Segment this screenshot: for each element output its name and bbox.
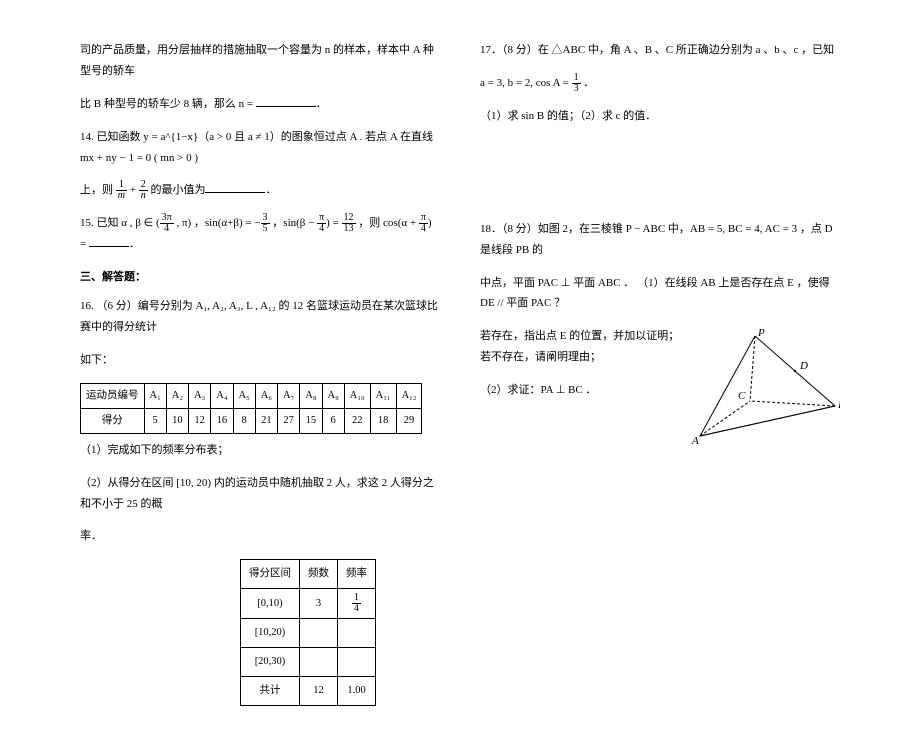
q15: 15. 已知 α , β ∈ (3π4 , π) ，sin(α+β) = −35… (80, 213, 440, 255)
label-P: P (757, 327, 765, 339)
q16-intro: 16. （6 分）编号分别为 A₁, A₂, A₃, L , A₁₂ 的 12 … (80, 296, 440, 338)
label-B: B (838, 399, 840, 411)
blank-14 (205, 183, 265, 194)
q18-a: 18．（8 分）如图 2，在三棱锥 P − ABC 中，AB = 5, BC =… (480, 219, 840, 261)
label-D: D (799, 360, 808, 372)
q14-line1: 14. 已知函数 y = a^{1−x}（a > 0 且 a ≠ 1）的图象恒过… (80, 127, 440, 169)
q13-after: 比 B 种型号的轿车少 8 辆，那么 n = (80, 98, 256, 110)
q16-part2a: （2）从得分在区间 [10, 20) 内的运动员中随机抽取 2 人，求这 2 人… (80, 473, 440, 515)
q13-cont: 司的产品质量，用分层抽样的措施抽取一个容量为 n 的样本，样本中 A 种型号的轿… (80, 40, 440, 82)
q16-part1: （1）完成如下的频率分布表； (80, 440, 440, 461)
q17-1: （1）求 sin B 的值；（2）求 c 的值． (480, 106, 840, 127)
blank-15 (89, 237, 129, 248)
section-3-heading: 三、解答题： (80, 267, 440, 288)
q16-part2b: 率． (80, 526, 440, 547)
blank-n (256, 96, 316, 107)
freq-table: 得分区间 频数 频率 [0,10) 3 14 [10,20) [20,30) 共… (240, 559, 376, 706)
label-A: A (691, 435, 699, 446)
pyramid-diagram: P A B C D (690, 326, 840, 454)
label-C: C (738, 390, 746, 402)
q17-a: 17．（8 分）在 △ABC 中，角 A 、B 、C 所正确边分别为 a 、b … (480, 40, 840, 61)
q17-b: a = 3, b = 2, cos A = 13 ． (480, 73, 840, 94)
table-score-label: 得分 (81, 408, 145, 433)
q18-b: 中点，平面 PAC ⊥ 平面 ABC ． （1）在线段 AB 上是否存在点 E … (480, 273, 840, 315)
q14-line2: 上，则 1m + 2n 的最小值为． (80, 180, 440, 201)
q13-line2: 比 B 种型号的轿车少 8 辆，那么 n = ． (80, 94, 440, 115)
q16-intro2: 如下： (80, 350, 440, 371)
score-table: 运动员编号 A₁ A₂ A₃ A₄ A₅ A₆ A₇ A₈ A₉ A₁₀ A₁₁… (80, 383, 422, 434)
q13-pre: 司的产品质量，用分层抽样的措施抽取一个容量为 n 的样本，样本中 A 种型号的轿… (80, 44, 434, 77)
table-head-label: 运动员编号 (81, 383, 145, 408)
